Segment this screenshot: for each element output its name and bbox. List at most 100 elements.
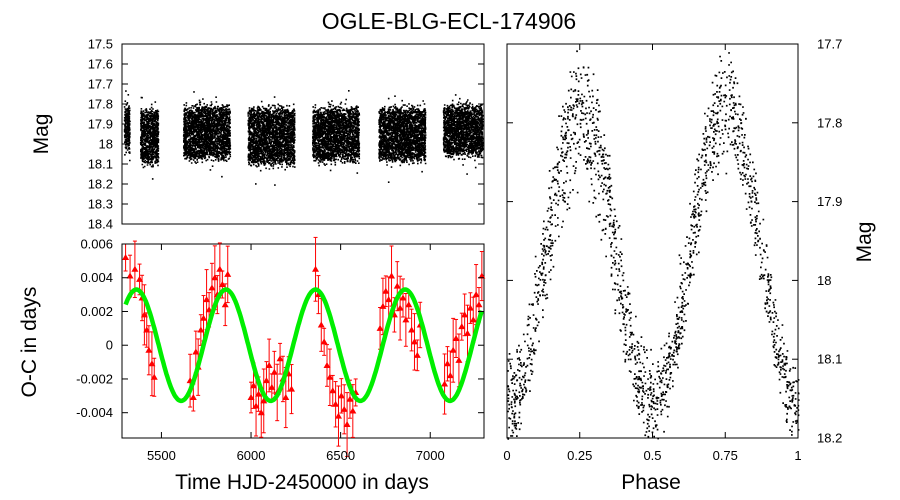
o-c-point: [413, 351, 421, 358]
o-c-point: [140, 311, 148, 318]
phase-x-tick-label: 0.75: [713, 448, 738, 463]
o-c-point: [326, 373, 334, 380]
o-c-point: [218, 280, 226, 287]
o-c-point: [122, 253, 130, 260]
o-c-point: [320, 338, 328, 345]
o-c-point: [211, 274, 219, 281]
light-curve-y-tick-label: 17.7: [88, 77, 113, 92]
o-c-point: [216, 265, 224, 272]
o-c-y-tick-label: -0.002: [76, 371, 113, 386]
light-curve-markers: [123, 90, 484, 186]
o-c-fit-curve: [123, 287, 484, 404]
phase-y-tick-label: 18: [817, 273, 831, 288]
o-c-x-label: Time HJD-2450000 in days: [175, 471, 429, 494]
o-c-point: [408, 326, 416, 333]
o-c-point: [441, 380, 449, 387]
o-c-point: [402, 316, 410, 323]
o-c-point: [288, 385, 296, 392]
phase-panel: 17.7 17.8 17.9 18 18.1 18.2 0 0.25 0.5 0.75 1 Mag…: [503, 37, 876, 495]
o-c-point: [396, 304, 404, 311]
o-c-y-tick-label: 0.002: [80, 304, 113, 319]
phase-points: [507, 50, 800, 440]
o-c-point: [469, 316, 477, 323]
o-c-point: [405, 301, 413, 308]
phase-y-tick-label: 18.2: [817, 431, 842, 446]
o-c-point: [323, 361, 331, 368]
o-c-point: [268, 383, 276, 390]
o-c-point: [452, 334, 460, 341]
o-c-point: [410, 338, 418, 345]
phase-x-tick-label: 0.25: [567, 448, 592, 463]
o-c-point: [382, 287, 390, 294]
o-c-panel: 0.006 0.004 0.002 0 -0.002 -0.004 5500 6000 650…: [18, 236, 486, 494]
o-c-point: [150, 373, 158, 380]
o-c-point: [337, 392, 345, 399]
o-c-point: [312, 265, 320, 272]
phase-x-ticks: 0 0.25 0.5 0.75 1: [503, 44, 802, 463]
o-c-point: [208, 284, 216, 291]
o-c-point: [145, 346, 153, 353]
light-curve-y-tick-label: 18.1: [88, 157, 113, 172]
o-c-point: [255, 390, 263, 397]
o-c-point: [458, 323, 466, 330]
o-c-point: [203, 296, 211, 303]
o-c-point: [260, 397, 268, 404]
o-c-point: [282, 394, 290, 401]
o-c-point: [379, 302, 387, 309]
phase-y-tick-label: 17.7: [817, 37, 842, 52]
light-curve-y-ticks: 17.5 17.6 17.7 17.8 17.9 18 18.1 18.2 18.3 18.4: [88, 37, 484, 232]
o-c-point: [461, 311, 469, 318]
o-c-points: [122, 236, 486, 457]
o-c-point: [455, 356, 463, 363]
phase-x-tick-label: 0: [503, 448, 510, 463]
o-c-y-ticks: 0.006 0.004 0.002 0 -0.002 -0.004: [76, 237, 484, 420]
o-c-point: [126, 272, 134, 279]
light-curve-y-tick-label: 17.9: [88, 117, 113, 132]
o-c-point: [464, 329, 472, 336]
o-c-point: [224, 270, 232, 277]
phase-x-tick-label: 1: [794, 448, 801, 463]
o-c-point: [247, 394, 255, 401]
o-c-point: [334, 412, 342, 419]
o-c-x-tick-label: 5500: [147, 448, 176, 463]
o-c-point: [385, 296, 393, 303]
o-c-point: [200, 314, 208, 321]
o-c-point: [346, 395, 354, 402]
o-c-point: [478, 272, 486, 279]
o-c-frame: [121, 243, 485, 439]
light-curve-y-tick-label: 17.6: [88, 57, 113, 72]
light-curve-y-label: Mag: [30, 114, 53, 155]
o-c-y-label: O-C in days: [18, 287, 41, 398]
chart-title: OGLE-BLG-ECL-174906: [322, 8, 576, 34]
o-c-point: [197, 326, 205, 333]
light-curve-y-tick-label: 18: [99, 137, 113, 152]
o-c-point: [376, 324, 384, 331]
o-c-point: [446, 372, 454, 379]
light-curve-panel: 17.5 17.6 17.7 17.8 17.9 18 18.1 18.2 18.3 18.4 M…: [30, 37, 485, 232]
o-c-y-tick-label: 0: [106, 338, 113, 353]
phase-x-tick-label: 0.5: [643, 448, 661, 463]
light-curve-y-tick-label: 18.3: [88, 197, 113, 212]
o-c-point: [131, 265, 139, 272]
phase-markers: [507, 50, 800, 440]
light-curve-y-tick-label: 18.2: [88, 177, 113, 192]
phase-y-tick-label: 18.1: [817, 352, 842, 367]
o-c-point: [189, 394, 197, 401]
phase-frame: [506, 43, 799, 439]
o-c-point: [276, 355, 284, 362]
o-c-point: [192, 348, 200, 355]
light-curve-y-tick-label: 17.8: [88, 97, 113, 112]
o-c-point: [329, 387, 337, 394]
o-c-point: [449, 346, 457, 353]
o-c-point: [332, 400, 340, 407]
o-c-point: [252, 402, 260, 409]
o-c-point: [340, 405, 348, 412]
o-c-point: [388, 272, 396, 279]
o-c-point: [262, 377, 270, 384]
o-c-point: [270, 368, 278, 375]
phase-y-tick-label: 17.9: [817, 194, 842, 209]
o-c-point: [399, 294, 407, 301]
o-c-point: [257, 409, 265, 416]
o-c-point: [136, 275, 144, 282]
